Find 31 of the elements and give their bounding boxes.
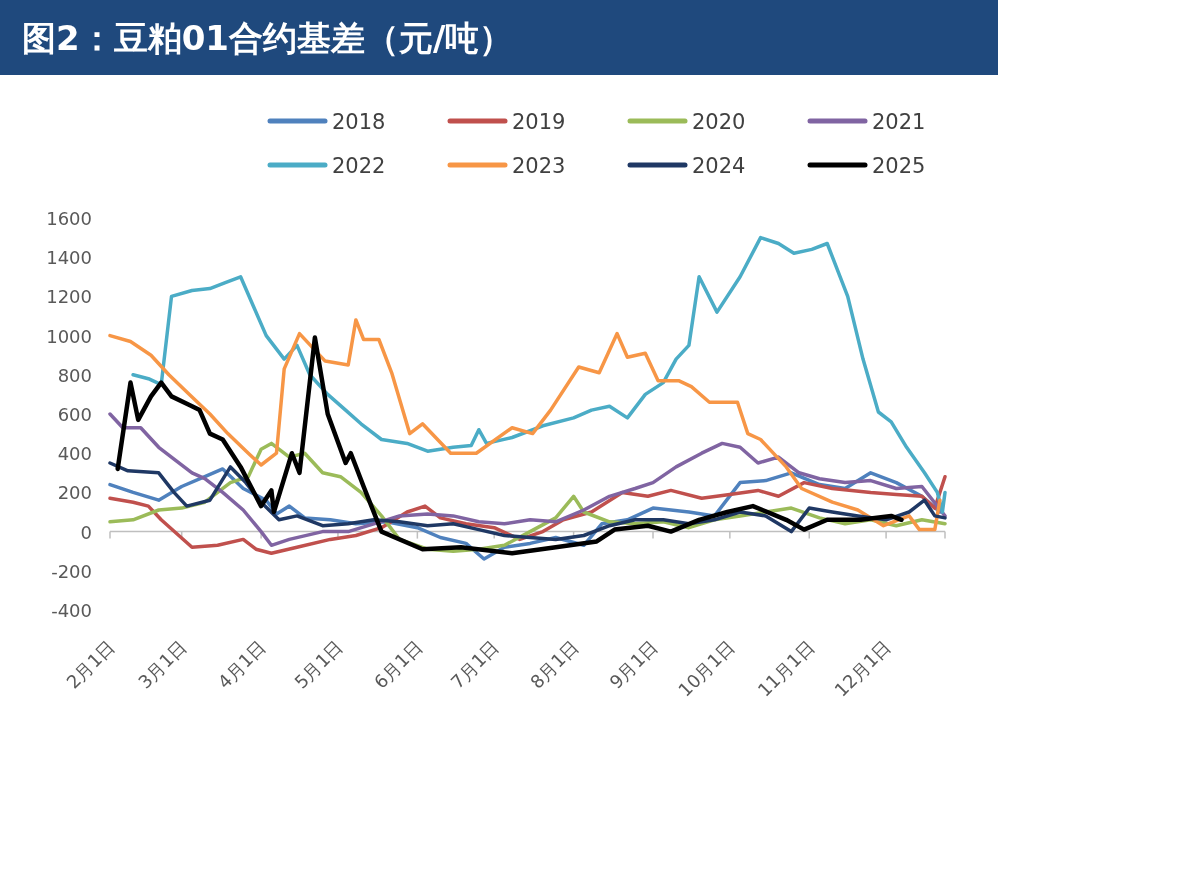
legend-label: 2020 <box>692 110 746 134</box>
legend-label: 2023 <box>512 154 566 178</box>
legend-label: 2018 <box>332 110 386 134</box>
x-tick-label: 7月1日 <box>446 635 504 693</box>
y-tick-label: -200 <box>51 560 92 582</box>
y-tick-label: 0 <box>80 521 92 543</box>
x-tick-label: 8月1日 <box>525 635 583 693</box>
legend-label: 2024 <box>692 154 746 178</box>
legend-label: 2025 <box>872 154 926 178</box>
legend-label: 2022 <box>332 154 386 178</box>
legend-label: 2021 <box>872 110 926 134</box>
y-tick-label: 400 <box>57 443 92 465</box>
y-tick-label: 600 <box>57 404 92 425</box>
x-tick-label: 10月1日 <box>674 635 739 701</box>
x-tick-label: 4月1日 <box>213 635 270 693</box>
x-tick-label: 6月1日 <box>369 635 427 693</box>
y-tick-label: 200 <box>57 482 92 504</box>
y-tick-label: 1200 <box>46 286 92 308</box>
x-tick-label: 9月1日 <box>605 635 662 693</box>
y-tick-label: 1400 <box>46 247 92 269</box>
x-tick-label: 5月1日 <box>290 635 347 693</box>
y-tick-label: 1600 <box>46 208 92 229</box>
x-tick-label: 2月1日 <box>62 635 119 693</box>
x-tick-label: 3月1日 <box>134 635 191 693</box>
x-tick-label: 11月1日 <box>753 635 819 701</box>
y-tick-label: 1000 <box>46 325 92 347</box>
x-tick-label: 12月1日 <box>830 635 895 701</box>
legend-label: 2019 <box>512 110 566 134</box>
y-tick-label: -400 <box>51 600 92 621</box>
chart-title: 图2：豆粕01合约基差（元/吨） <box>22 18 514 58</box>
y-tick-label: 800 <box>57 364 92 386</box>
